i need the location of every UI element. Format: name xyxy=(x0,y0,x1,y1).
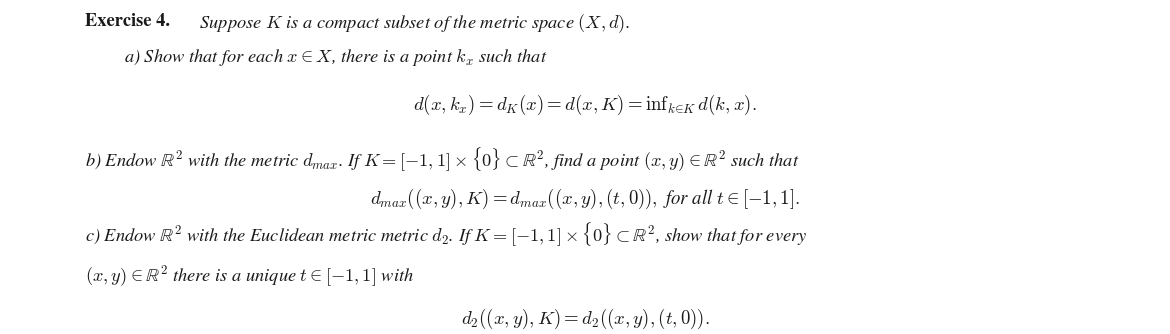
Text: Exercise 4.: Exercise 4. xyxy=(85,13,171,30)
Text: $(x, y) \in \mathbb{R}^2$ there is a unique $t \in [-1, 1]$ with: $(x, y) \in \mathbb{R}^2$ there is a uni… xyxy=(85,263,414,289)
Text: b) Endow $\mathbb{R}^2$ with the metric $d_{max}$. If $K = [-1, 1] \times \{0\} : b) Endow $\mathbb{R}^2$ with the metric … xyxy=(85,145,800,173)
Text: a) Show that for each $x \in X$, there is a point $k_x$ such that: a) Show that for each $x \in X$, there i… xyxy=(124,47,548,68)
Text: $d(x, k_x) = d_K(x) = d(x, K) = \inf_{k\in K} d(k, x).$: $d(x, k_x) = d_K(x) = d(x, K) = \inf_{k\… xyxy=(413,93,757,118)
Text: c) Endow $\mathbb{R}^2$ with the Euclidean metric metric $d_2$. If $K = [-1, 1] : c) Endow $\mathbb{R}^2$ with the Euclide… xyxy=(85,220,807,248)
Text: Suppose $K$ is a compact subset of the metric space $(X, d)$.: Suppose $K$ is a compact subset of the m… xyxy=(195,13,629,35)
Text: $d_{max}((x, y), K) = d_{max}((x, y), (t, 0)),$ for all $t \in [-1, 1].$: $d_{max}((x, y), K) = d_{max}((x, y), (t… xyxy=(370,186,800,211)
Text: $d_2((x, y), K) = d_2((x, y), (t, 0)).$: $d_2((x, y), K) = d_2((x, y), (t, 0)).$ xyxy=(461,307,709,331)
